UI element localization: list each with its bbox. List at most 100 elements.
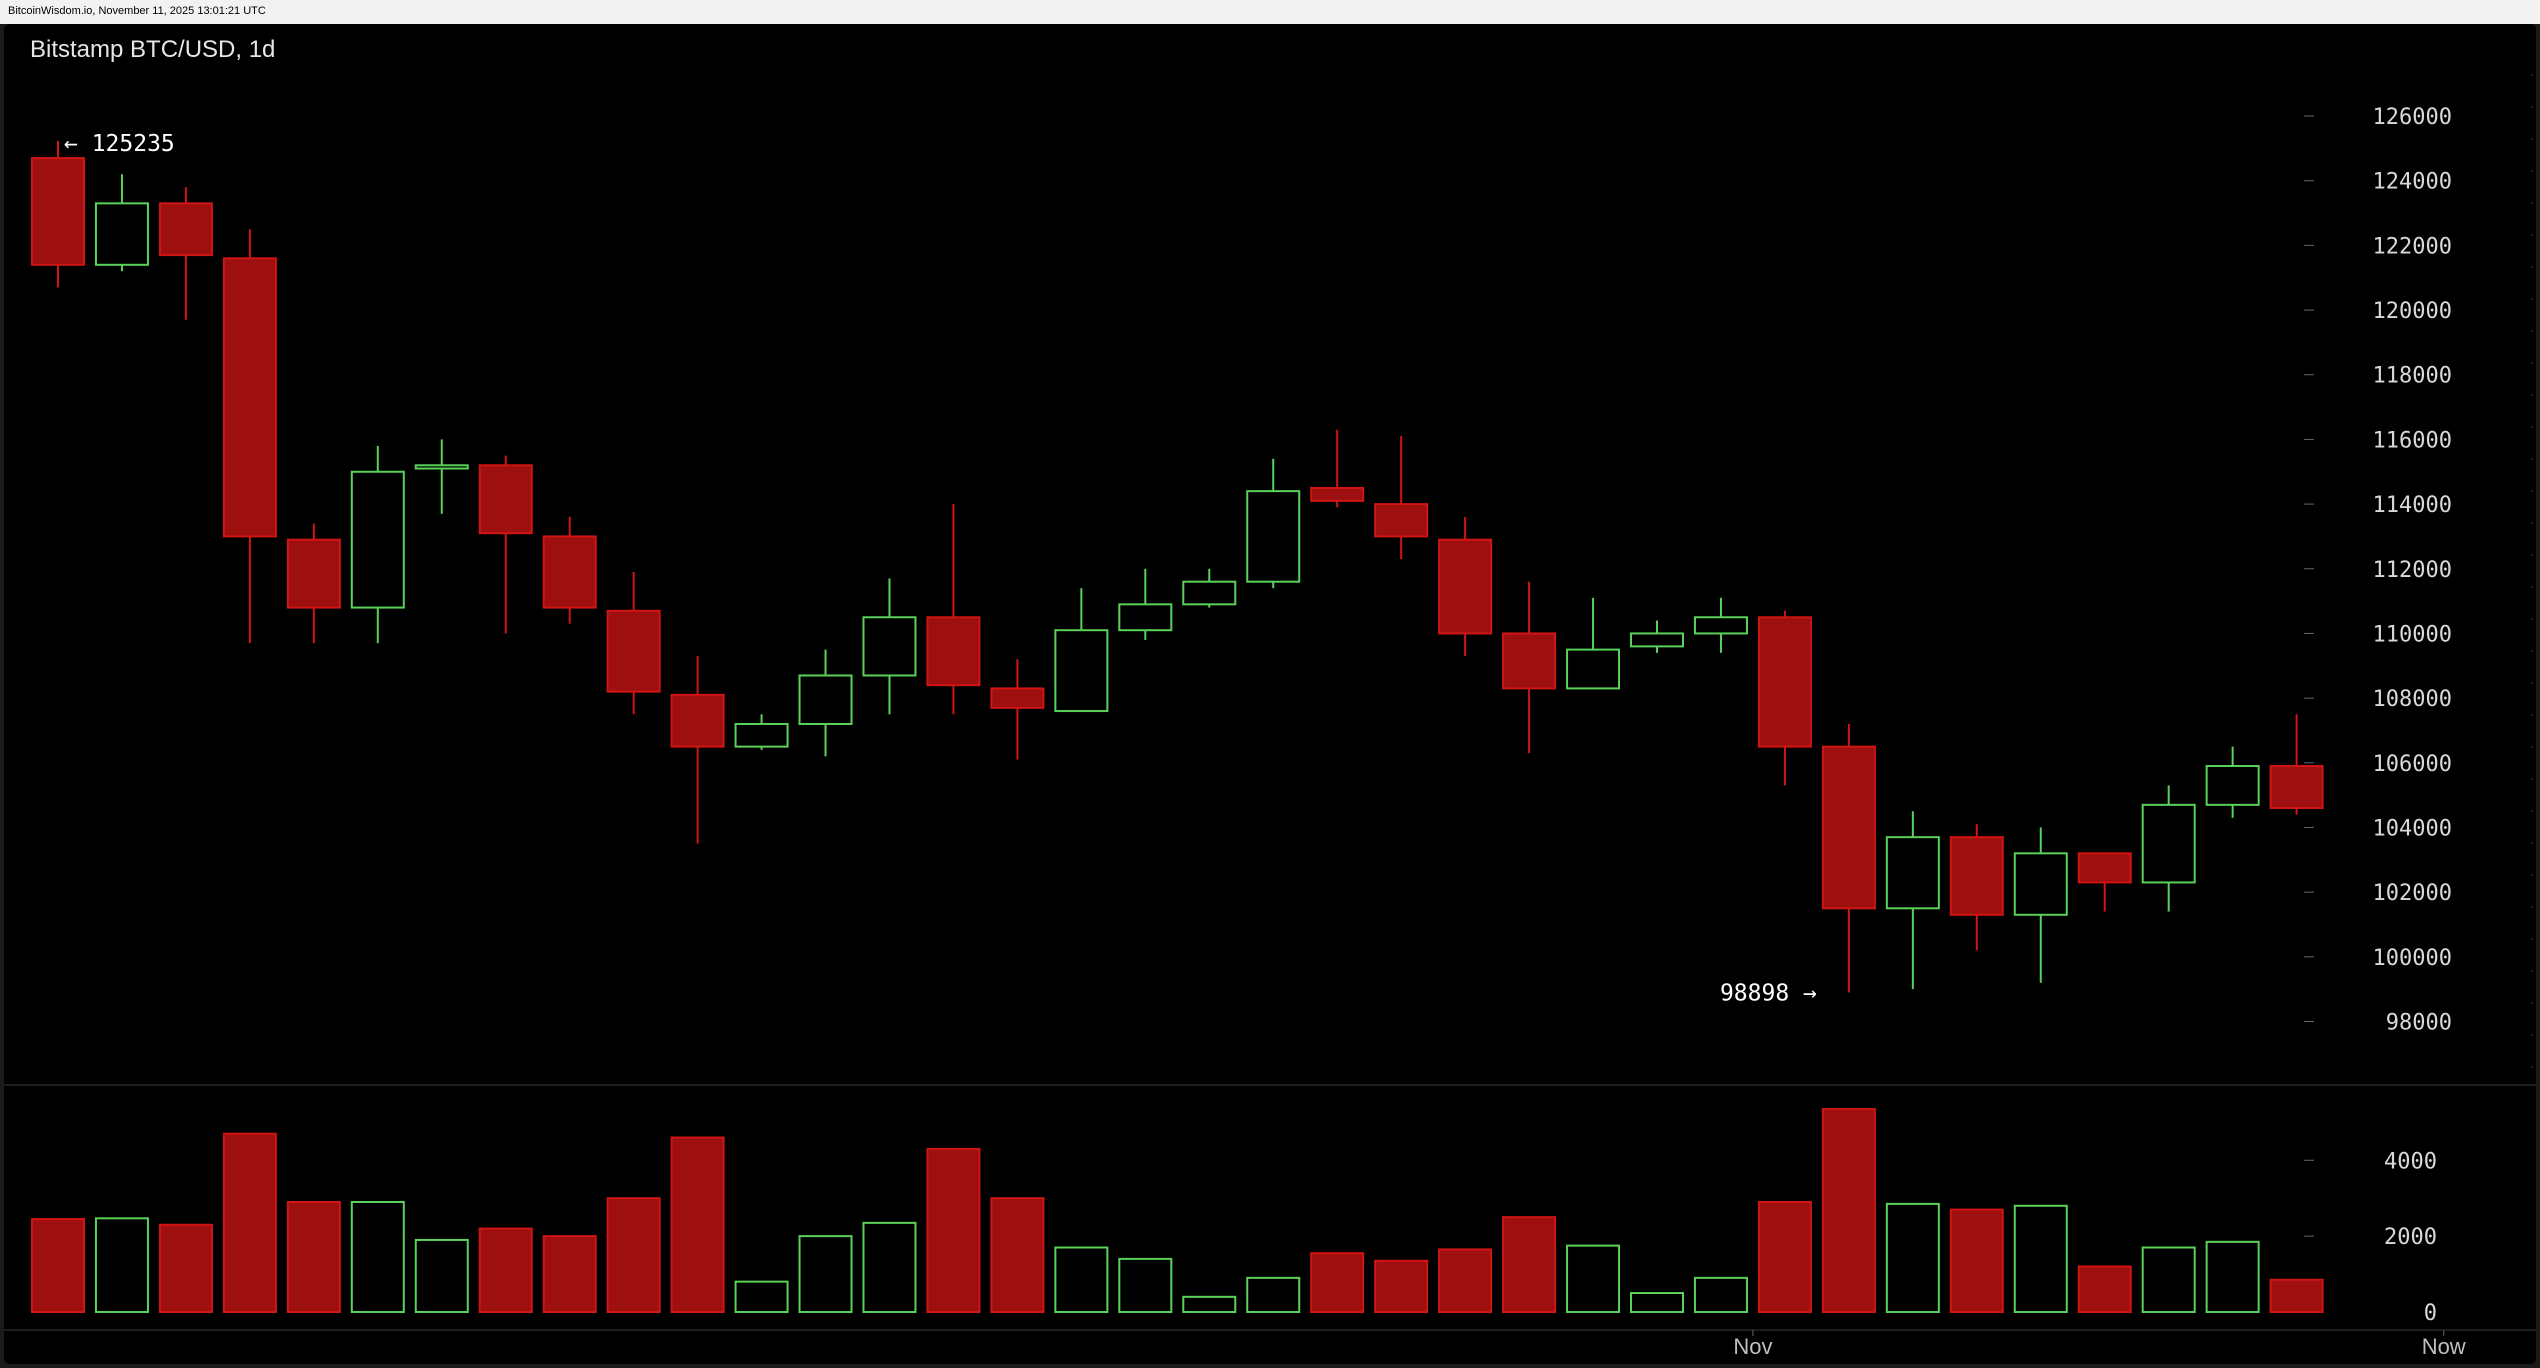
volume-bar-up[interactable] [1054,1246,1109,1313]
volume-bar-up[interactable] [1566,1244,1621,1314]
candle-down[interactable] [478,455,533,634]
price-tick-label: 108000 [2373,687,2452,712]
volume-bars-layer [31,1108,2324,1314]
chart-title: Bitstamp BTC/USD, 1d [30,36,276,63]
volume-bar-down[interactable] [1949,1208,2004,1313]
candle-down[interactable] [1821,723,1876,993]
candle-down[interactable] [2077,852,2132,912]
candle-body [2269,765,2324,810]
volume-bar-up[interactable] [1630,1292,1684,1313]
candle-up[interactable] [734,714,789,750]
volume-bar-up[interactable] [734,1280,789,1313]
price-tick-label: 102000 [2373,881,2452,906]
volume-bar-down[interactable] [542,1235,597,1314]
candle-up[interactable] [350,445,405,644]
volume-bar-up[interactable] [94,1217,149,1313]
candle-down[interactable] [31,140,85,288]
volume-bar-down[interactable] [1757,1201,1812,1313]
volume-bar-up[interactable] [1693,1276,1748,1313]
price-tick-label: 116000 [2373,428,2452,453]
price-tick-label: 98000 [2386,1010,2452,1035]
candle-body [990,687,1045,709]
volume-bar-down[interactable] [926,1147,981,1314]
volume-bar-down[interactable] [670,1136,725,1313]
candle-down[interactable] [286,523,341,644]
volume-bar-down[interactable] [990,1197,1045,1314]
volume-bar-down[interactable] [1374,1259,1429,1313]
candles-layer [31,140,2324,993]
volume-bar-up[interactable] [1182,1295,1237,1314]
time-axis-label: Nov [1733,1334,1772,1359]
volume-bar-up[interactable] [350,1201,405,1313]
candle-up[interactable] [798,649,853,757]
candle-up[interactable] [1693,597,1748,653]
high-annotation: ← 125235 [64,131,175,157]
candle-down[interactable] [670,656,725,844]
volume-bar-down[interactable] [1821,1108,1876,1313]
candle-body [926,616,981,687]
candle-body [1182,580,1237,606]
volume-bar-down[interactable] [222,1132,277,1313]
candle-up[interactable] [2141,785,2196,912]
volume-bar-down[interactable] [2269,1278,2324,1314]
price-tick-label: 118000 [2373,364,2452,389]
volume-bar-down[interactable] [1502,1216,1557,1313]
candle-up[interactable] [1246,458,1301,589]
candle-up[interactable] [1630,620,1684,653]
volume-bar-up[interactable] [1885,1202,1940,1314]
candle-down[interactable] [990,659,1045,760]
time-axis: Nov Now [1733,1330,2466,1359]
candle-up[interactable] [862,578,917,715]
volume-bar-up[interactable] [1246,1276,1301,1313]
volume-bar-down[interactable] [478,1227,533,1314]
timestamp-bar: BitcoinWisdom.io, November 11, 2025 13:0… [0,0,2540,24]
candle-down[interactable] [1438,517,1493,657]
candle-body [1630,632,1684,648]
candle-body [1502,632,1557,690]
candle-up[interactable] [94,174,149,272]
candle-body [2077,852,2132,884]
candle-down[interactable] [926,504,981,715]
volume-bar-up[interactable] [414,1238,469,1313]
candle-up[interactable] [2205,746,2260,818]
volume-bar-down[interactable] [1310,1252,1365,1314]
candle-up[interactable] [2013,827,2068,983]
candle-down[interactable] [222,229,277,644]
volume-bar-down[interactable] [1438,1248,1493,1314]
candle-down[interactable] [606,572,661,715]
candle-down[interactable] [1757,610,1812,786]
candle-down[interactable] [542,517,597,624]
volume-bar-up[interactable] [798,1235,853,1314]
volume-bar-down[interactable] [606,1197,661,1314]
candle-up[interactable] [1182,568,1237,608]
volume-bar-up[interactable] [2205,1240,2260,1314]
volume-tick-label: 0 [2424,1301,2437,1326]
volume-bar-up[interactable] [2141,1246,2196,1313]
candle-up[interactable] [1885,811,1940,990]
volume-bar-up[interactable] [2013,1204,2068,1313]
volume-bar-down[interactable] [286,1201,341,1313]
volume-bar-down[interactable] [158,1223,213,1314]
candle-body [862,616,917,677]
candle-up[interactable] [414,439,469,514]
candle-down[interactable] [1374,436,1429,560]
candle-body [1374,503,1429,538]
candle-up[interactable] [1566,597,1621,690]
candle-body [2141,803,2196,884]
volume-bar-up[interactable] [862,1221,917,1313]
volume-bar-down[interactable] [2077,1265,2132,1314]
candlestick-chart[interactable]: 98000 100000 102000 104000 106000 108000 11000… [4,24,2536,1364]
volume-bar-up[interactable] [1118,1257,1173,1314]
candle-body [734,722,789,748]
candle-down[interactable] [1949,824,2004,951]
candle-down[interactable] [1502,581,1557,754]
volume-tick-label: 2000 [2384,1225,2437,1250]
candle-down[interactable] [2269,714,2324,815]
volume-bar-down[interactable] [31,1218,85,1314]
candle-down[interactable] [158,187,213,320]
candle-down[interactable] [1310,429,1365,508]
candle-up[interactable] [1118,568,1173,640]
time-axis-label: Now [2422,1334,2466,1359]
candle-up[interactable] [1054,588,1109,713]
chart-panel[interactable]: 98000 100000 102000 104000 106000 108000 11000… [4,24,2536,1364]
